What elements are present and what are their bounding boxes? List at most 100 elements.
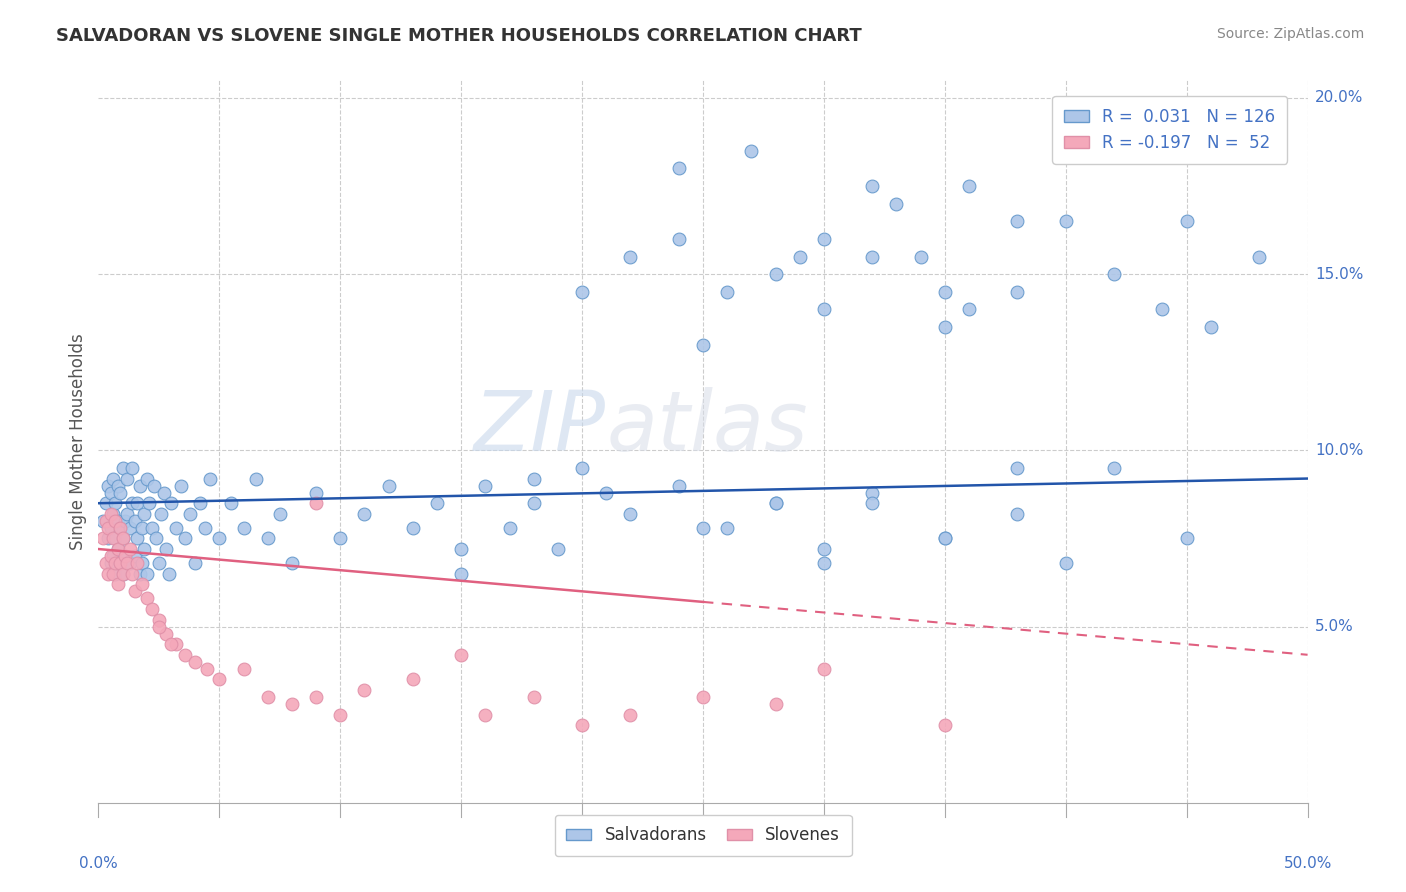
Point — [860, 496, 883, 510]
Point — [1102, 267, 1125, 281]
Point — [134, 507, 156, 521]
Point — [184, 556, 207, 570]
Point — [813, 232, 835, 246]
Point — [195, 662, 218, 676]
Point — [114, 549, 136, 563]
Point — [135, 591, 157, 606]
Point — [1102, 461, 1125, 475]
Point — [269, 507, 291, 521]
Point — [860, 485, 883, 500]
Point — [523, 690, 546, 704]
Point — [108, 556, 131, 570]
Point — [114, 549, 136, 563]
Point — [402, 521, 425, 535]
Point — [1007, 461, 1029, 475]
Point — [523, 471, 546, 485]
Point — [117, 556, 139, 570]
Point — [135, 566, 157, 581]
Point — [886, 196, 908, 211]
Text: Source: ZipAtlas.com: Source: ZipAtlas.com — [1216, 27, 1364, 41]
Point — [813, 302, 835, 317]
Point — [124, 514, 146, 528]
Point — [571, 718, 593, 732]
Text: ZIP: ZIP — [474, 386, 606, 467]
Point — [111, 461, 134, 475]
Point — [114, 514, 136, 528]
Point — [1175, 532, 1198, 546]
Point — [498, 521, 520, 535]
Point — [127, 556, 149, 570]
Point — [135, 471, 157, 485]
Point — [174, 648, 197, 662]
Point — [668, 478, 690, 492]
Point — [117, 507, 139, 521]
Point — [117, 471, 139, 485]
Point — [138, 496, 160, 510]
Point — [128, 566, 150, 581]
Point — [813, 542, 835, 557]
Point — [740, 144, 762, 158]
Point — [108, 485, 131, 500]
Point — [329, 532, 352, 546]
Point — [121, 566, 143, 581]
Point — [127, 496, 149, 510]
Point — [155, 626, 177, 640]
Point — [97, 478, 120, 492]
Text: 50.0%: 50.0% — [1284, 855, 1331, 871]
Point — [118, 521, 141, 535]
Point — [716, 285, 738, 299]
Point — [910, 250, 932, 264]
Point — [131, 521, 153, 535]
Point — [1007, 214, 1029, 228]
Point — [329, 707, 352, 722]
Point — [619, 707, 641, 722]
Point — [118, 556, 141, 570]
Point — [571, 285, 593, 299]
Point — [101, 549, 124, 563]
Point — [789, 250, 811, 264]
Point — [353, 507, 375, 521]
Point — [668, 161, 690, 176]
Point — [426, 496, 449, 510]
Point — [128, 478, 150, 492]
Point — [141, 521, 163, 535]
Point — [1054, 214, 1077, 228]
Point — [131, 556, 153, 570]
Point — [692, 337, 714, 351]
Point — [169, 478, 191, 492]
Point — [957, 179, 980, 194]
Point — [221, 496, 243, 510]
Point — [1199, 320, 1222, 334]
Point — [101, 532, 124, 546]
Point — [765, 697, 787, 711]
Point — [934, 285, 956, 299]
Point — [104, 514, 127, 528]
Point — [104, 532, 127, 546]
Point — [152, 485, 174, 500]
Point — [256, 690, 278, 704]
Point — [232, 662, 254, 676]
Point — [100, 549, 122, 563]
Point — [148, 556, 170, 570]
Point — [188, 496, 211, 510]
Point — [127, 532, 149, 546]
Point — [121, 461, 143, 475]
Point — [179, 507, 201, 521]
Point — [97, 532, 120, 546]
Point — [160, 496, 183, 510]
Point — [474, 478, 496, 492]
Point — [157, 566, 180, 581]
Text: 20.0%: 20.0% — [1315, 90, 1364, 105]
Point — [402, 673, 425, 687]
Point — [107, 542, 129, 557]
Point — [765, 267, 787, 281]
Point — [121, 496, 143, 510]
Point — [245, 471, 267, 485]
Point — [934, 532, 956, 546]
Point — [155, 542, 177, 557]
Point — [165, 521, 187, 535]
Text: 5.0%: 5.0% — [1315, 619, 1354, 634]
Point — [523, 496, 546, 510]
Point — [194, 521, 217, 535]
Point — [97, 566, 120, 581]
